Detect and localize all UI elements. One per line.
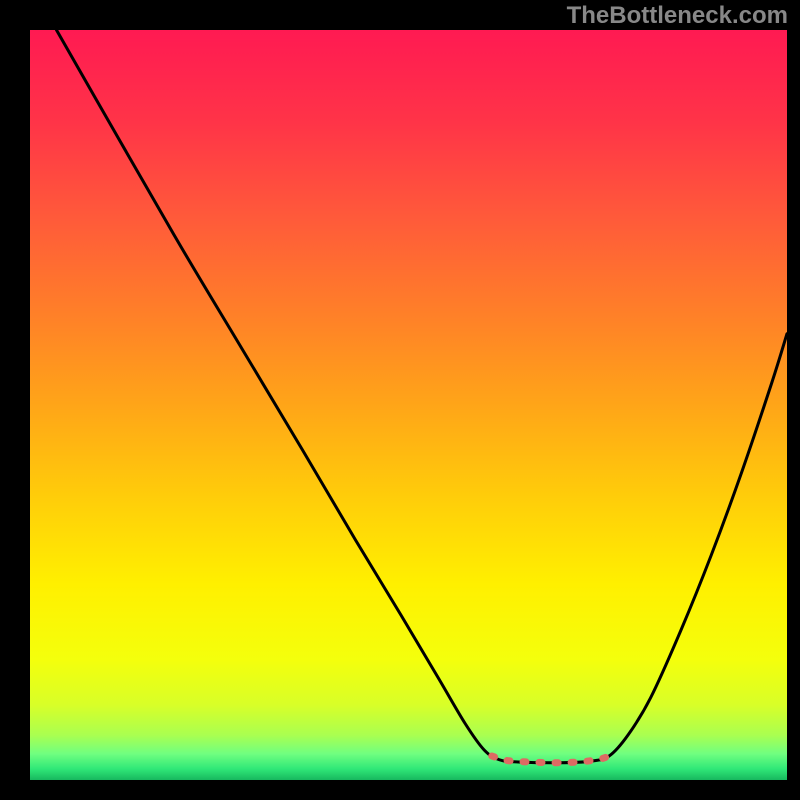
gradient-background (30, 30, 787, 780)
chart-svg (30, 30, 787, 780)
watermark-text: TheBottleneck.com (567, 2, 788, 30)
chart-area (30, 30, 787, 780)
